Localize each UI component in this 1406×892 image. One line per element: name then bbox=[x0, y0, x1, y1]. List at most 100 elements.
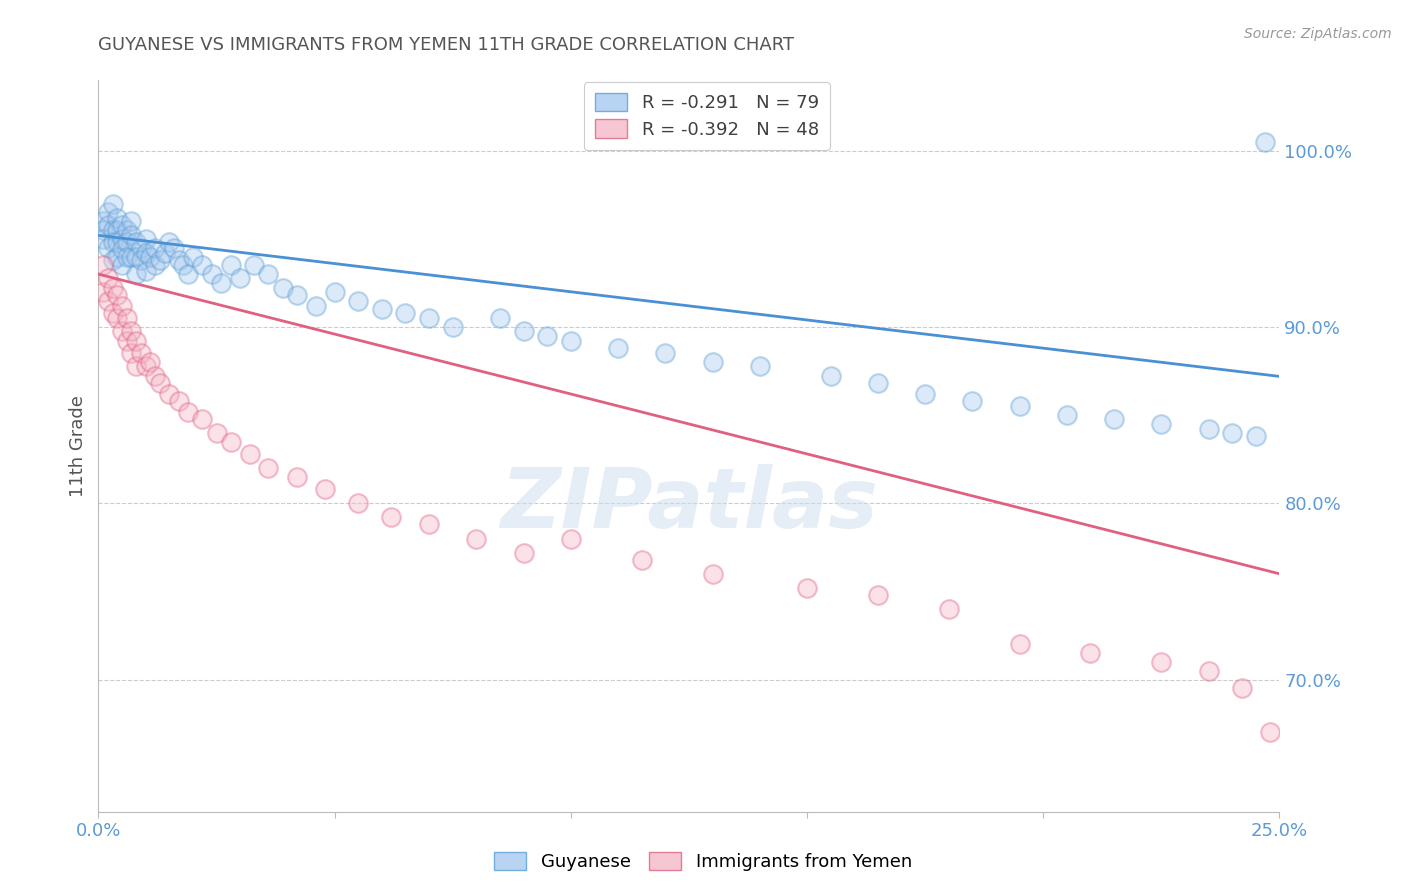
Point bbox=[97, 241, 120, 255]
Point bbox=[1056, 408, 1078, 422]
Point bbox=[115, 311, 138, 326]
Point bbox=[91, 232, 114, 246]
Point bbox=[105, 223, 128, 237]
Point bbox=[143, 369, 166, 384]
Point bbox=[1230, 681, 1253, 696]
Point bbox=[121, 324, 143, 338]
Point bbox=[111, 243, 134, 257]
Point bbox=[157, 387, 180, 401]
Point bbox=[149, 376, 172, 391]
Point bbox=[201, 267, 224, 281]
Point bbox=[191, 258, 214, 272]
Point bbox=[654, 346, 676, 360]
Point bbox=[938, 602, 960, 616]
Point bbox=[115, 250, 138, 264]
Point bbox=[111, 258, 134, 272]
Point bbox=[243, 258, 266, 272]
Point bbox=[512, 546, 534, 560]
Point bbox=[1008, 400, 1031, 414]
Point bbox=[111, 299, 134, 313]
Point bbox=[1220, 425, 1243, 440]
Point bbox=[177, 404, 200, 418]
Point bbox=[630, 552, 652, 566]
Point bbox=[157, 235, 180, 250]
Point bbox=[105, 250, 128, 264]
Point bbox=[1198, 664, 1220, 678]
Point bbox=[536, 329, 558, 343]
Point bbox=[380, 510, 402, 524]
Point bbox=[205, 425, 228, 440]
Point bbox=[271, 281, 294, 295]
Point bbox=[181, 250, 204, 264]
Point bbox=[97, 205, 120, 219]
Point bbox=[135, 263, 157, 277]
Point bbox=[143, 258, 166, 272]
Point bbox=[97, 218, 120, 232]
Point bbox=[1258, 725, 1281, 739]
Point bbox=[347, 293, 370, 308]
Point bbox=[172, 258, 194, 272]
Point bbox=[239, 447, 262, 461]
Point bbox=[285, 288, 308, 302]
Point bbox=[149, 253, 172, 268]
Point bbox=[1254, 135, 1277, 149]
Point bbox=[101, 306, 124, 320]
Point bbox=[209, 276, 232, 290]
Point bbox=[115, 334, 138, 348]
Point bbox=[489, 311, 512, 326]
Point bbox=[323, 285, 346, 299]
Point bbox=[1198, 422, 1220, 436]
Point bbox=[796, 581, 818, 595]
Point bbox=[441, 320, 464, 334]
Point bbox=[1150, 417, 1173, 431]
Point bbox=[418, 311, 440, 326]
Point bbox=[125, 235, 148, 250]
Point bbox=[285, 470, 308, 484]
Point bbox=[115, 223, 138, 237]
Point bbox=[512, 324, 534, 338]
Point bbox=[111, 232, 134, 246]
Legend: R = -0.291   N = 79, R = -0.392   N = 48: R = -0.291 N = 79, R = -0.392 N = 48 bbox=[583, 82, 830, 150]
Point bbox=[115, 235, 138, 250]
Point bbox=[465, 532, 488, 546]
Point bbox=[101, 223, 124, 237]
Point bbox=[91, 285, 114, 299]
Point bbox=[121, 228, 143, 243]
Point bbox=[129, 241, 152, 255]
Point bbox=[105, 311, 128, 326]
Point bbox=[121, 346, 143, 360]
Point bbox=[91, 214, 114, 228]
Point bbox=[866, 376, 889, 391]
Point bbox=[111, 324, 134, 338]
Point bbox=[129, 346, 152, 360]
Point bbox=[560, 334, 582, 348]
Text: ZIPatlas: ZIPatlas bbox=[501, 464, 877, 545]
Point bbox=[101, 235, 124, 250]
Point bbox=[1150, 655, 1173, 669]
Point bbox=[153, 246, 176, 260]
Point bbox=[101, 253, 124, 268]
Point bbox=[105, 288, 128, 302]
Point bbox=[125, 334, 148, 348]
Point bbox=[91, 223, 114, 237]
Point bbox=[125, 267, 148, 281]
Point bbox=[371, 302, 394, 317]
Point bbox=[135, 359, 157, 373]
Point bbox=[97, 270, 120, 285]
Point bbox=[607, 341, 630, 355]
Text: Source: ZipAtlas.com: Source: ZipAtlas.com bbox=[1244, 27, 1392, 41]
Point bbox=[305, 299, 328, 313]
Point bbox=[914, 387, 936, 401]
Point bbox=[135, 246, 157, 260]
Point bbox=[820, 369, 842, 384]
Point bbox=[111, 218, 134, 232]
Point bbox=[347, 496, 370, 510]
Point bbox=[1008, 637, 1031, 651]
Text: GUYANESE VS IMMIGRANTS FROM YEMEN 11TH GRADE CORRELATION CHART: GUYANESE VS IMMIGRANTS FROM YEMEN 11TH G… bbox=[98, 36, 794, 54]
Point bbox=[97, 293, 120, 308]
Point bbox=[1244, 429, 1267, 443]
Point bbox=[105, 211, 128, 225]
Point bbox=[748, 359, 770, 373]
Point bbox=[167, 253, 190, 268]
Point bbox=[219, 434, 242, 449]
